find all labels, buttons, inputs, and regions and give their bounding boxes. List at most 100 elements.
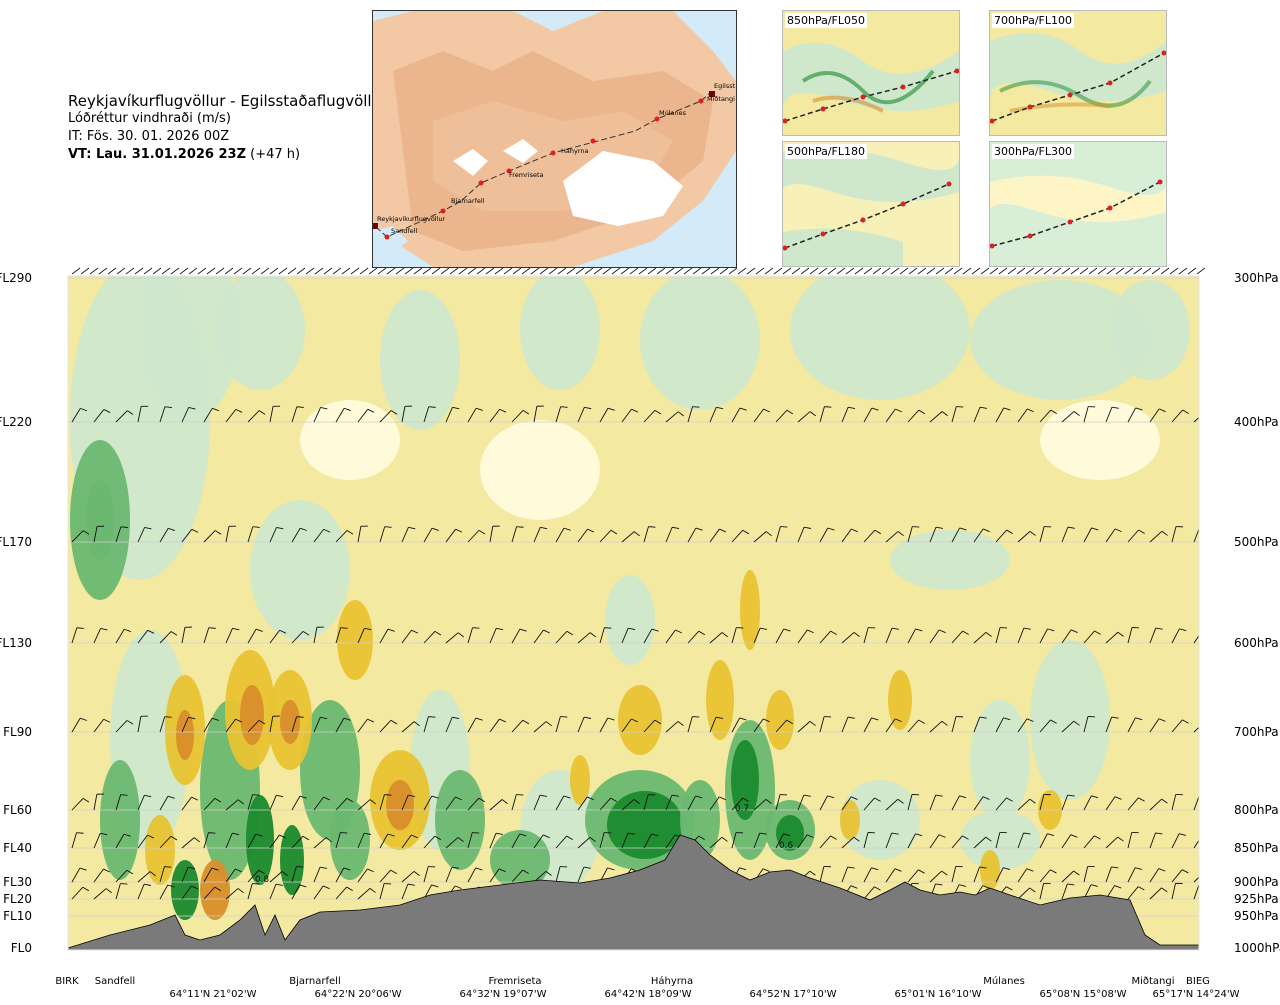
wind-barb [247,794,260,811]
location-label: Sandfell [95,976,135,987]
lead-time: (+47 h) [250,147,301,162]
field-cell [607,791,683,859]
wind-barb [643,409,662,423]
wind-barb [467,832,480,849]
wind-barb [379,794,392,811]
wind-barb [973,866,987,883]
wind-barb [445,632,465,644]
wind-barb [841,406,856,423]
wind-barb [973,836,992,849]
wind-barb [1061,267,1071,275]
wind-barb [577,796,594,811]
wind-barb [485,267,495,275]
wind-barb [841,716,855,733]
wind-barb [753,718,770,733]
wind-barb [951,630,969,644]
pressure-level-label: 300hPa [1234,271,1279,285]
wind-barb [701,267,711,275]
wind-barb [115,410,134,423]
wind-barb [881,267,891,275]
wind-barb [1149,627,1163,644]
wind-barb [423,630,442,644]
wind-barb [1083,630,1101,644]
wind-barb [357,408,375,423]
wind-barb [335,832,348,849]
vertical-wind-field [70,276,1190,920]
wind-barb [917,267,927,275]
wind-barb [1149,887,1168,900]
wind-barb [841,866,855,883]
wind-barb [775,833,791,849]
wind-barb [242,267,252,275]
wind-barb [929,411,948,423]
pressure-level-label: 600hPa [1234,636,1279,650]
wind-barb [159,884,175,900]
wind-barb [1149,832,1163,849]
wind-barb [181,796,199,811]
wind-barb [503,267,513,275]
wind-barb [247,833,263,849]
wind-barb [1160,267,1170,275]
wind-barb [225,868,242,883]
wind-barb [161,267,171,275]
wind-barb [291,884,307,900]
wind-barb [926,267,936,275]
wind-barb [995,717,1011,733]
mini-map-image [990,11,1166,135]
wind-barb [863,717,879,733]
wind-barb [1149,868,1166,883]
wind-barb [555,795,571,811]
wind-barb [775,628,791,644]
wind-barb [1149,530,1168,543]
wind-barb [313,796,331,811]
field-cell [250,500,350,640]
wind-barb [137,834,155,849]
wind-barb [753,832,767,849]
map-point-label: Egilsst [714,82,736,90]
wind-barb [683,267,693,275]
wind-barb [1061,411,1080,423]
mini-map-700: 700hPa/FL100 [989,10,1167,136]
wind-barb [1193,883,1199,900]
wind-barb [1017,531,1036,543]
wind-barb [962,267,972,275]
route-map-image: Reykjavíkurflugvöllur Sandfell Bjarnarfe… [373,11,736,267]
wind-barb [719,267,729,275]
wind-barb [379,526,392,543]
wind-barb [819,795,835,811]
wind-barb [71,798,90,811]
coordinate-label: 64°22'N 20°06'W [315,989,402,1000]
wind-barb [335,717,351,733]
wind-barb [440,267,450,275]
field-cell [740,570,760,650]
wind-barb [841,796,858,811]
wind-barb [512,267,522,275]
wind-barb [929,526,943,543]
wind-barb [224,267,234,275]
wind-barb [1017,868,1034,883]
wind-barb [577,528,595,543]
wind-barb [995,832,1007,849]
wind-barb [115,869,134,883]
field-cell [731,740,759,820]
field-cell [960,810,1040,870]
map-point-label: Miðtangi [707,95,735,103]
wind-barb [602,267,612,275]
wind-barb [1169,267,1179,275]
pressure-level-label: 500hPa [1234,535,1279,549]
wind-barb [863,267,873,275]
wind-barb [687,795,703,811]
wind-barb [1052,267,1062,275]
field-cell [970,700,1030,820]
wind-barb [629,267,639,275]
wind-barb [247,883,260,900]
wind-barb [291,866,304,883]
wind-barb [137,526,152,543]
wind-barb [170,267,180,275]
wind-barb [1124,267,1134,275]
mini-map-image [990,142,1166,266]
wind-barb [548,267,558,275]
wind-barb [775,526,788,543]
wind-barb [621,799,640,811]
wind-barb [233,267,243,275]
